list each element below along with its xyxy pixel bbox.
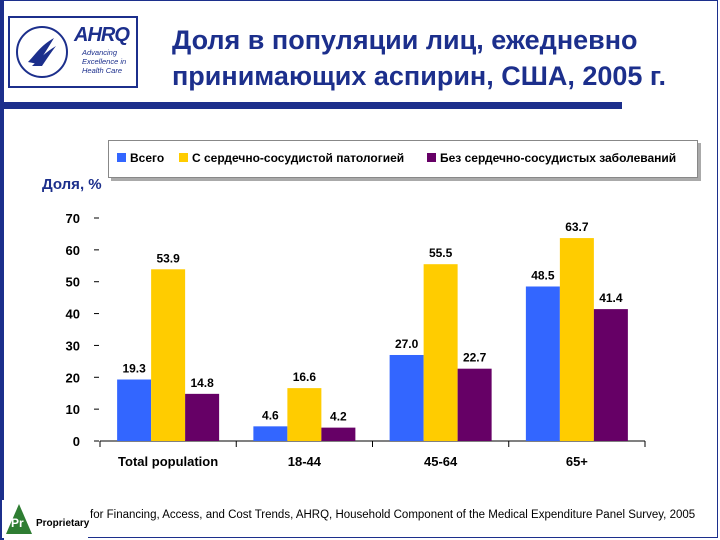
data-label: 19.3 xyxy=(122,362,146,376)
legend-label-no-cvd: Без сердечно-сосудистых заболеваний xyxy=(440,151,677,165)
ahrq-logo: AHRQ Advancing Excellence in Health Care xyxy=(8,16,138,88)
data-label: 48.5 xyxy=(531,268,555,282)
legend-label-cvd: С сердечно-сосудистой патологией xyxy=(192,151,405,165)
data-label: 55.5 xyxy=(429,246,453,260)
proprietary-triangle-icon: Pr xyxy=(6,504,32,534)
data-label: 16.6 xyxy=(293,370,317,384)
source-note: for Financing, Access, and Cost Trends, … xyxy=(90,509,696,521)
y-tick-label: 20 xyxy=(66,370,80,385)
y-tick-label: 10 xyxy=(66,402,80,417)
bar-3-3 xyxy=(457,368,492,441)
legend-swatch-cvd xyxy=(179,153,188,162)
y-axis-label: Доля, % xyxy=(42,176,102,193)
title-divider xyxy=(4,102,622,109)
bar-1-1 xyxy=(117,379,152,441)
bar-1-2 xyxy=(253,426,288,441)
page-title: Доля в популяции лиц, ежедневно принимаю… xyxy=(172,25,666,91)
data-label: 27.0 xyxy=(395,337,419,351)
logo-tagline: Advancing Excellence in Health Care xyxy=(82,48,127,75)
x-category-label: 45-64 xyxy=(424,454,458,469)
y-tick-label: 30 xyxy=(66,338,80,353)
y-tick-label: 70 xyxy=(66,211,80,226)
bar-3-2 xyxy=(321,427,356,441)
bar-3-1 xyxy=(185,393,220,441)
proprietary-mark: Pr xyxy=(11,516,24,530)
bar-2-1 xyxy=(151,269,186,441)
legend-swatch-no-cvd xyxy=(427,153,436,162)
legend-item-no-cvd: Без сердечно-сосудистых заболеваний xyxy=(427,151,676,165)
bar-1-4 xyxy=(525,286,560,441)
legend-swatch-all xyxy=(117,153,126,162)
legend-item-all: Всего xyxy=(117,151,164,165)
x-category-label: Total population xyxy=(118,454,218,469)
data-label: 22.7 xyxy=(463,351,487,365)
logo-text: AHRQ xyxy=(74,24,130,46)
chart-legend: Всего С сердечно-сосудистой патологией Б… xyxy=(108,140,698,178)
y-tick-label: 50 xyxy=(66,275,80,290)
data-label: 4.6 xyxy=(262,408,279,422)
bar-2-4 xyxy=(559,238,594,441)
bar-1-3 xyxy=(389,354,424,441)
x-category-label: 18-44 xyxy=(288,454,322,469)
bar-2-2 xyxy=(287,388,322,441)
bar-3-4 xyxy=(593,309,628,441)
y-tick-label: 0 xyxy=(73,434,80,449)
bar-2-3 xyxy=(423,264,458,441)
y-tick-label: 60 xyxy=(66,243,80,258)
data-label: 14.8 xyxy=(190,376,214,390)
hhs-seal-icon xyxy=(16,26,68,78)
data-label: 4.2 xyxy=(330,410,347,424)
data-label: 53.9 xyxy=(156,251,180,265)
legend-label-all: Всего xyxy=(130,151,165,165)
x-category-label: 65+ xyxy=(566,454,588,469)
left-accent-bar xyxy=(0,0,4,540)
data-label: 63.7 xyxy=(565,220,589,234)
y-tick-label: 40 xyxy=(66,307,80,322)
legend-item-cvd: С сердечно-сосудистой патологией xyxy=(179,151,404,165)
data-label: 41.4 xyxy=(599,291,623,305)
proprietary-label: Proprietary xyxy=(36,518,90,529)
